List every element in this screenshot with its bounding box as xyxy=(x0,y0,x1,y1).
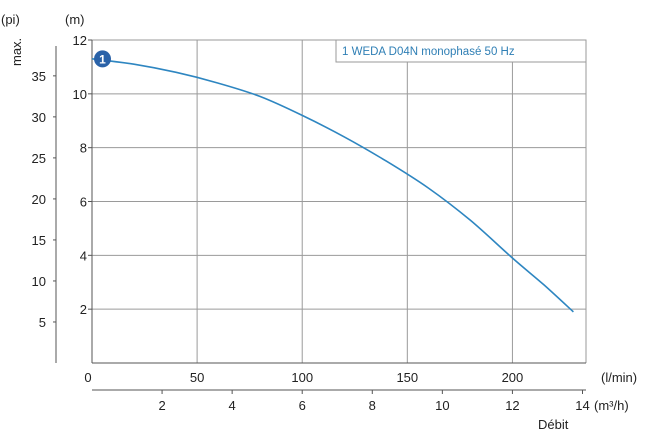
x-tick-label-m3h: 8 xyxy=(369,398,376,413)
x-tick-label-lmin: 50 xyxy=(190,370,204,385)
legend: 1 WEDA D04N monophasé 50 Hz xyxy=(335,39,587,63)
y-tick-label-ft: 5 xyxy=(39,315,46,330)
x-tick-label-m3h: 6 xyxy=(299,398,306,413)
y-tick-label-m: 8 xyxy=(80,141,87,156)
y-tick-label-m: 10 xyxy=(73,87,87,102)
x-tick-label-m3h: 12 xyxy=(505,398,519,413)
curve-marker xyxy=(94,50,112,68)
y-unit-meters: (m) xyxy=(65,12,85,27)
x-tick-label-m3h: 4 xyxy=(229,398,236,413)
curve-marker-label: 1 xyxy=(99,52,106,66)
grid xyxy=(92,39,587,363)
x-tick-label-m3h: 2 xyxy=(158,398,165,413)
x-axis-title: Débit xyxy=(538,417,569,432)
x-tick-label-m3h: 10 xyxy=(435,398,449,413)
axes xyxy=(53,39,586,394)
series-curve-1 xyxy=(91,58,574,313)
x-unit-lmin: (l/min) xyxy=(601,370,637,385)
y-tick-label-ft: 20 xyxy=(32,192,46,207)
y-tick-label-ft: 15 xyxy=(32,233,46,248)
y-tick-label-m: 6 xyxy=(80,195,87,210)
x-tick-label-lmin: 200 xyxy=(502,370,524,385)
y-tick-label-m: 2 xyxy=(80,302,87,317)
legend-box xyxy=(335,39,587,63)
y-tick-label-ft: 35 xyxy=(32,69,46,84)
max-label: max. xyxy=(9,38,24,66)
series-layer: 1 xyxy=(91,50,574,313)
y-tick-label-ft: 25 xyxy=(32,151,46,166)
x-tick-label-lmin: 0 xyxy=(84,370,91,385)
y-tick-label-m: 12 xyxy=(73,33,87,48)
y-tick-label-ft: 30 xyxy=(32,110,46,125)
x-unit-m3h: (m³/h) xyxy=(594,398,629,413)
y-unit-feet: (pi) xyxy=(1,12,20,27)
y-tick-label-m: 4 xyxy=(80,248,87,263)
y-tick-label-ft: 10 xyxy=(32,274,46,289)
x-tick-label-lmin: 100 xyxy=(291,370,313,385)
tick-labels: 2 4 6 8 10 12 5 10 15 20 25 30 35 0 50 100 150 200 2 4 6 8 10 1… xyxy=(32,33,590,413)
x-tick-label-lmin: 150 xyxy=(396,370,418,385)
x-tick-label-m3h: 14 xyxy=(575,398,589,413)
legend-entry: 1 WEDA D04N monophasé 50 Hz xyxy=(342,46,515,58)
